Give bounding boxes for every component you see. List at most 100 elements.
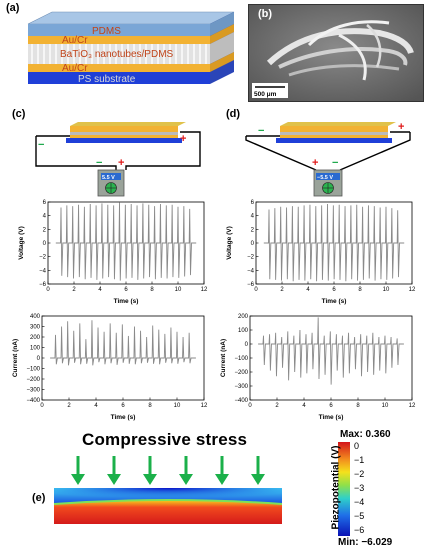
y-axis-label: Voltage (V) xyxy=(18,226,25,259)
y-tick-label: 2 xyxy=(43,227,47,233)
y-tick-label: 300 xyxy=(30,325,41,331)
x-tick-label: 0 xyxy=(248,403,252,409)
colorbar-axis-label: Piezopotential (V) xyxy=(330,445,342,530)
x-tick-label: 4 xyxy=(94,403,98,409)
y-tick-label: 400 xyxy=(30,314,41,320)
y-tick-label: 0 xyxy=(245,342,249,348)
x-tick-label: 10 xyxy=(383,287,390,293)
x-tick-label: 12 xyxy=(201,403,208,409)
signal-line xyxy=(258,317,404,385)
x-tick-label: 2 xyxy=(67,403,71,409)
x-tick-label: 4 xyxy=(98,287,102,293)
y-tick-label: −100 xyxy=(234,356,248,362)
colorbar-gradient xyxy=(338,442,350,536)
panel-label-e: (e) xyxy=(32,492,46,504)
x-tick-label: 8 xyxy=(358,287,362,293)
y-tick-label: −6 xyxy=(247,282,255,288)
x-axis-label: Time (s) xyxy=(114,298,139,305)
stress-arrow xyxy=(107,456,121,485)
y-tick-label: 0 xyxy=(37,356,41,362)
y-tick-label: 6 xyxy=(251,200,255,206)
stress-simulation xyxy=(53,456,283,524)
colorbar-tick: −1 xyxy=(354,455,365,465)
x-tick-label: 0 xyxy=(254,287,258,293)
stress-arrow xyxy=(215,456,229,485)
y-axis-label: Current (nA) xyxy=(12,339,19,377)
device-d-minus-top: − xyxy=(258,125,264,137)
x-tick-label: 6 xyxy=(329,403,333,409)
layer-au-cr-top xyxy=(28,36,210,44)
device-c-plus-top: + xyxy=(180,133,186,145)
stress-arrow xyxy=(143,456,157,485)
colorbar-min-label: Min: −6.029 xyxy=(338,537,393,548)
device-d-minus: − xyxy=(332,157,338,169)
y-axis-label: Current (nA) xyxy=(220,339,227,377)
y-tick-label: −400 xyxy=(26,398,40,404)
y-tick-label: 100 xyxy=(238,328,249,334)
sem-scalebar-label: 500 μm xyxy=(254,91,277,98)
y-tick-label: 2 xyxy=(251,227,255,233)
y-tick-label: −300 xyxy=(234,384,248,390)
panel-label-b: (b) xyxy=(258,8,273,20)
layer-label-au-cr-top: Au/Cr xyxy=(62,35,88,46)
x-tick-label: 6 xyxy=(332,287,336,293)
x-tick-label: 8 xyxy=(356,403,360,409)
colorbar-ticks: 0 −1 −2 −3 −4 −5 −6 xyxy=(352,441,382,536)
x-axis-label: Time (s) xyxy=(319,414,344,421)
y-tick-label: −400 xyxy=(234,398,248,404)
x-tick-label: 8 xyxy=(150,287,154,293)
panel-label-c: (c) xyxy=(12,108,26,120)
layer-au-cr-bottom xyxy=(28,64,210,72)
y-axis-label: Voltage (V) xyxy=(226,226,233,259)
x-tick-label: 6 xyxy=(121,403,125,409)
device-d-plus-top: + xyxy=(398,121,404,133)
colorbar-tick: −3 xyxy=(354,483,365,493)
x-axis-label: Time (s) xyxy=(111,414,136,421)
device-d-plus: + xyxy=(312,157,318,169)
layer-pdms xyxy=(28,24,210,36)
colorbar-max-label: Max: 0.360 xyxy=(340,429,391,440)
x-tick-label: 4 xyxy=(302,403,306,409)
stress-arrow xyxy=(71,456,85,485)
y-tick-label: −200 xyxy=(234,370,248,376)
x-tick-label: 10 xyxy=(174,403,181,409)
device-c-minus-top: − xyxy=(38,139,44,151)
device-c-minus: − xyxy=(96,157,102,169)
y-tick-label: −4 xyxy=(247,268,255,274)
y-tick-label: −6 xyxy=(39,282,47,288)
y-tick-label: −2 xyxy=(247,255,255,261)
x-tick-label: 0 xyxy=(46,287,50,293)
colorbar-tick: −2 xyxy=(354,469,365,479)
layer-stack-diagram: PDMS Au/Cr BaTiO₃ nanotubes/PDMS Au/Cr P… xyxy=(22,10,242,95)
stress-arrow xyxy=(251,456,265,485)
sem-image: 500 μm xyxy=(248,4,424,102)
voltmeter-d-reading: −5.5 V xyxy=(317,175,333,181)
signal-line xyxy=(55,202,197,281)
y-tick-label: 0 xyxy=(251,241,255,247)
chart-voltage-c: 0 2 4 6 8 10 12 −6 −4 −2 0 2 4 6 Time (s) Voltage (V) xyxy=(18,200,208,305)
x-tick-label: 2 xyxy=(275,403,279,409)
voltmeter-c-reading: 5.5 V xyxy=(102,175,115,181)
device-schematic-d: − + + − −5.5 V xyxy=(240,120,418,198)
chart-current-d: 0 2 4 6 8 10 12 −400 −300 −200 −100 0 100 200 Time (s)… xyxy=(220,314,416,421)
y-tick-label: −4 xyxy=(39,268,47,274)
device-schematic-c: − + − + 5.5 V xyxy=(30,120,208,198)
panel-label-d: (d) xyxy=(226,108,241,120)
colorbar-tick: −5 xyxy=(354,511,365,521)
y-tick-label: 4 xyxy=(43,214,47,220)
device-c-plus: + xyxy=(118,157,124,169)
panel-label-a: (a) xyxy=(6,2,20,14)
y-tick-label: 6 xyxy=(43,200,47,206)
x-tick-label: 4 xyxy=(306,287,310,293)
layer-ps-substrate xyxy=(28,72,210,84)
y-tick-label: 0 xyxy=(43,241,47,247)
chart-current-c: 0 2 4 6 8 10 12 −400 −300 −200 −100 0 100 200 300 400 Ti… xyxy=(12,314,208,421)
y-tick-label: −300 xyxy=(26,388,40,394)
x-axis-label: Time (s) xyxy=(322,298,347,305)
colorbar-tick: −6 xyxy=(354,525,365,535)
y-tick-label: 200 xyxy=(30,335,41,341)
chart-voltage-d: 0 2 4 6 8 10 12 −6 −4 −2 0 2 4 6 Time (s) Voltage (V) xyxy=(226,200,416,305)
stress-arrow xyxy=(179,456,193,485)
x-tick-label: 8 xyxy=(148,403,152,409)
y-tick-label: −100 xyxy=(26,367,40,373)
